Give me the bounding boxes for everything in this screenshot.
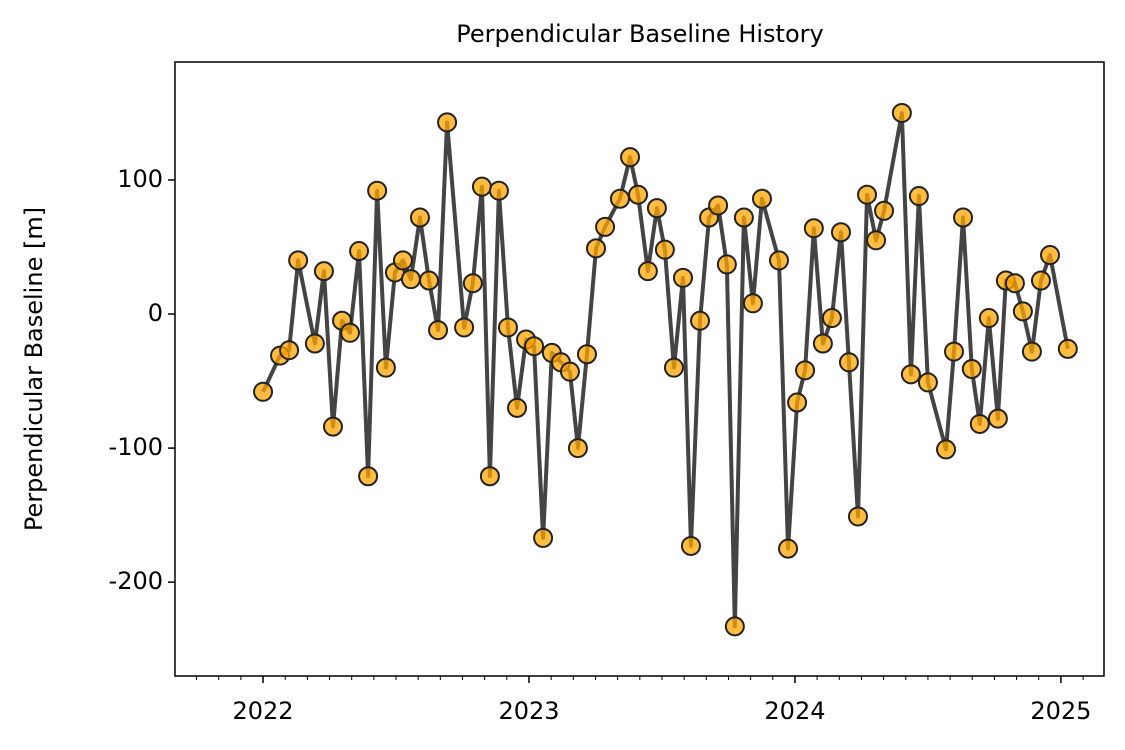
data-point [497, 317, 518, 338]
data-point [908, 186, 929, 207]
data-point [340, 322, 361, 343]
data-point [595, 216, 616, 237]
data-point [507, 397, 528, 418]
data-point [559, 361, 580, 382]
data-point [1012, 301, 1033, 322]
data-point [620, 147, 641, 168]
data-point [428, 320, 449, 341]
data-point [751, 188, 772, 209]
data-point [628, 184, 649, 205]
data-point [830, 222, 851, 243]
data-point [857, 184, 878, 205]
data-point [787, 392, 808, 413]
data-point [680, 535, 701, 556]
data-point [358, 466, 379, 487]
data-point [253, 381, 274, 402]
data-point [891, 102, 912, 123]
data-point [349, 241, 370, 262]
data-point [943, 341, 964, 362]
data-point [637, 261, 658, 282]
y-tick-label: -100 [109, 433, 163, 461]
data-point [742, 293, 763, 314]
data-point [803, 218, 824, 239]
data-point [768, 250, 789, 271]
data-point [936, 439, 957, 460]
data-point [392, 250, 413, 271]
plot-frame [174, 61, 1105, 677]
data-point [716, 254, 737, 275]
data-point [961, 359, 982, 379]
x-tick-label: 2023 [498, 697, 559, 725]
y-tick-label: -200 [109, 567, 163, 595]
data-point [795, 360, 816, 381]
y-tick-label: 100 [117, 165, 163, 193]
data-point [304, 333, 325, 354]
data-point [724, 616, 745, 637]
data-point [462, 273, 483, 294]
data-point [672, 267, 693, 288]
data-point [900, 364, 921, 385]
data-point [708, 195, 729, 216]
data-point [576, 344, 597, 365]
data-point [313, 261, 334, 282]
data-point [479, 466, 500, 487]
data-point [953, 207, 974, 228]
x-tick-label: 2024 [764, 697, 825, 725]
data-point [586, 238, 607, 259]
data-point [454, 317, 475, 338]
chart-title: Perpendicular Baseline History [456, 20, 823, 48]
y-tick-label: 0 [148, 299, 163, 327]
data-point [874, 200, 895, 221]
data-point [1057, 338, 1078, 359]
data-point [1004, 273, 1025, 294]
data-point [917, 372, 938, 393]
data-point [1040, 245, 1061, 266]
data-point [646, 198, 667, 219]
data-point [437, 112, 458, 133]
data-point [609, 188, 630, 209]
data-point [322, 416, 343, 437]
x-tick-label: 2022 [232, 697, 293, 725]
data-point [1021, 341, 1042, 362]
data-point [279, 340, 300, 361]
data-point [654, 239, 675, 260]
data-point [488, 180, 509, 201]
data-point [733, 207, 754, 228]
data-point [821, 308, 842, 329]
data-point [812, 333, 833, 354]
data-point [367, 180, 388, 201]
data-point [533, 527, 554, 548]
data-point [847, 506, 868, 527]
data-point [969, 413, 990, 434]
data-point [987, 408, 1008, 429]
y-axis-label: Perpendicular Baseline [m] [20, 207, 48, 531]
data-point [471, 176, 492, 197]
data-point [567, 438, 588, 459]
data-point [288, 250, 309, 271]
data-point [838, 352, 859, 373]
data-point [690, 310, 711, 331]
data-point [1030, 270, 1051, 291]
data-point [978, 308, 999, 329]
data-point [418, 270, 439, 291]
data-point [866, 230, 887, 251]
x-tick-label: 2025 [1030, 697, 1091, 725]
data-point [778, 538, 799, 559]
data-point [524, 336, 545, 357]
data-point [400, 269, 421, 290]
data-point [663, 357, 684, 378]
data-point [409, 207, 430, 228]
data-point [375, 357, 396, 378]
